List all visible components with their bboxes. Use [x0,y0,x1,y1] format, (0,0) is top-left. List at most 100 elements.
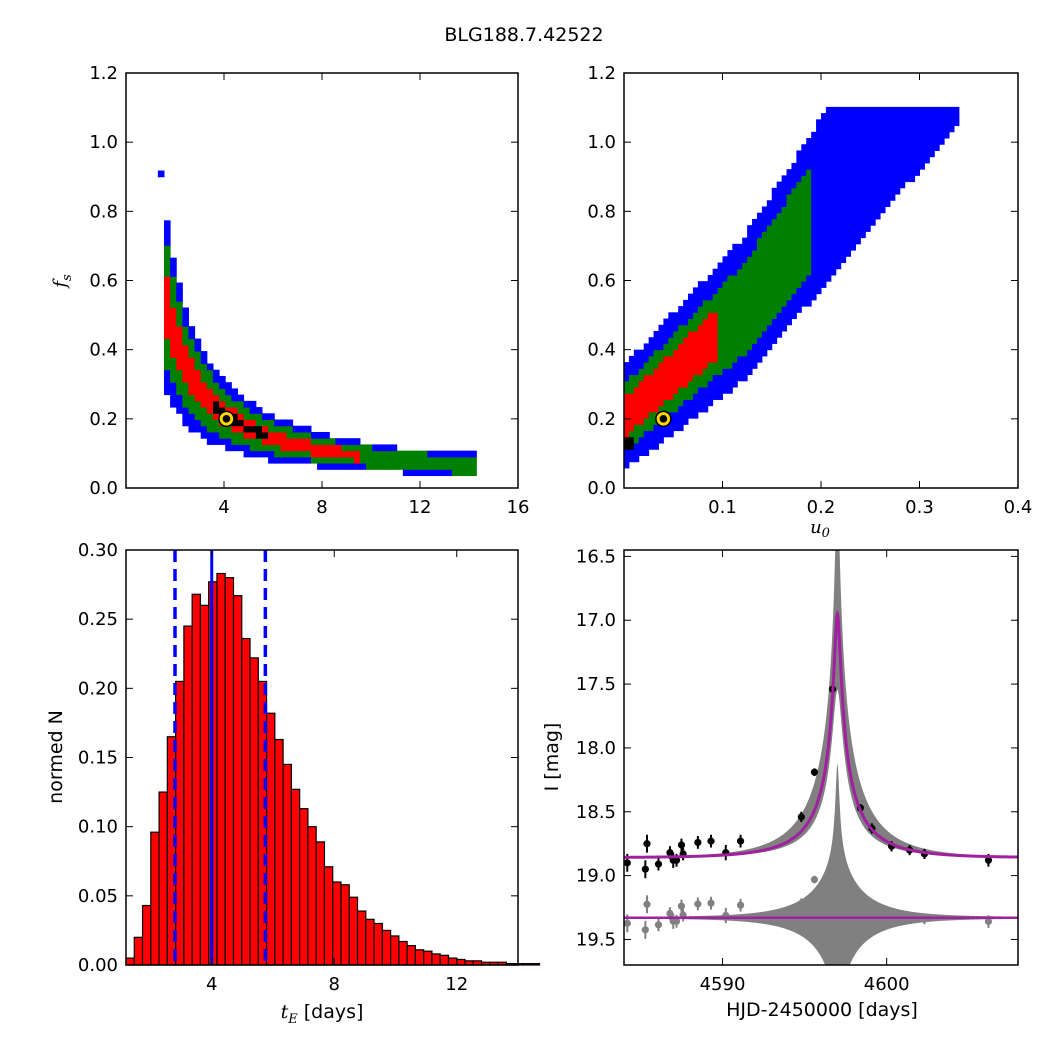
heatmap-cell [274,425,281,433]
heatmap-cell [845,181,852,189]
heatmap-cell [889,125,896,133]
heatmap-cell [835,150,842,158]
heatmap-cell [791,268,797,276]
heatmap-cell [742,349,748,357]
heatmap-cell [280,456,287,464]
heatmap-cell [761,206,768,214]
heatmap-cell [811,250,817,257]
heatmap-cell [737,243,743,251]
heatmap-cell [776,206,783,214]
heatmap-cell [176,388,183,396]
heatmap-cell [894,106,901,114]
heatmap-cell [359,444,367,452]
heatmap-cell [850,156,856,164]
histogram-bar [125,957,135,966]
heatmap-cell [688,312,694,320]
heatmap-cell [663,399,669,407]
y-tick-label: 0.30 [78,540,118,561]
heatmap-cell [781,212,788,220]
heatmap-cell [255,438,263,445]
heatmap-cell [402,456,410,464]
heatmap-cell [323,456,330,464]
residual-point [643,900,651,908]
heatmap-cell [816,162,822,170]
heatmap-cell [865,162,871,170]
heatmap-cell [717,330,723,338]
heatmap-cell [781,237,788,245]
histogram-bar [522,963,532,966]
heatmap-cell [825,106,832,114]
heatmap-cell [702,287,709,295]
heatmap-cell [717,287,723,295]
heatmap-cell [816,256,822,264]
heatmap-cell [261,419,269,427]
residual-point [810,875,819,884]
heatmap-cell [408,463,416,470]
heatmap-cell [796,293,802,301]
heatmap-cell [781,187,788,195]
heatmap-cell [811,293,817,301]
heatmap-cell [372,456,379,464]
heatmap-cell [329,444,336,452]
heatmap-cell [163,369,171,377]
heatmap-cell [821,281,827,288]
heatmap-cell [870,156,876,164]
heatmap-cell [796,225,802,232]
heatmap-cell [929,150,935,158]
data-point [641,865,649,873]
heatmap-cell [865,113,871,120]
heatmap-cell [821,138,827,145]
heatmap-cell [243,413,251,421]
model-uncertainty [624,550,1018,858]
heatmap-cell [678,330,684,338]
heatmap-cell [756,262,763,270]
heatmap-cell [737,330,743,338]
heatmap-cell [816,287,822,295]
heatmap-cell [919,119,925,127]
heatmap-cell [727,368,733,376]
heatmap-cell [692,312,699,320]
heatmap-cell [188,407,196,414]
heatmap-cell [816,150,822,158]
heatmap-cell [781,324,788,332]
y-tick-label: 0.4 [89,340,118,361]
heatmap-cell [200,431,208,439]
heatmap-cell [766,262,773,270]
heatmap-cell [796,187,802,195]
heatmap-cell [237,431,245,439]
heatmap-cell [850,131,856,139]
residual-point [666,909,674,918]
heatmap-cell [163,307,171,315]
heatmap-cell [894,187,901,195]
heatmap-cell [335,444,343,452]
heatmap-cell [781,312,788,320]
heatmap-cell [722,387,728,394]
heatmap-cell [697,349,704,357]
heatmap-cell [771,330,778,338]
heatmap-cell [737,368,743,376]
heatmap-cell [796,150,802,158]
heatmap-cell [274,444,281,452]
heatmap-cell [163,263,171,271]
heatmap-cell [702,362,709,369]
heatmap-cell [206,375,214,383]
heatmap-cell [781,287,788,295]
heatmap-cell [875,187,881,195]
heatmap-cell [909,175,916,183]
heatmap-cell [638,393,645,400]
heatmap-cell [697,293,704,301]
heatmap-cells [157,170,477,477]
heatmap-cell [766,218,773,226]
heatmap-cell [194,382,202,389]
heatmap-cell [756,212,763,220]
heatmap-cell [323,450,330,458]
heatmap-cell [182,413,189,421]
heatmap-cell [697,312,704,320]
heatmap-cell [742,268,748,276]
heatmap-cell [707,299,714,307]
heatmap-cell [408,450,416,458]
heatmap-cell [742,293,748,301]
heatmap-cell [776,218,783,226]
heatmap-cell [801,274,807,282]
heatmap-cell [885,169,891,176]
